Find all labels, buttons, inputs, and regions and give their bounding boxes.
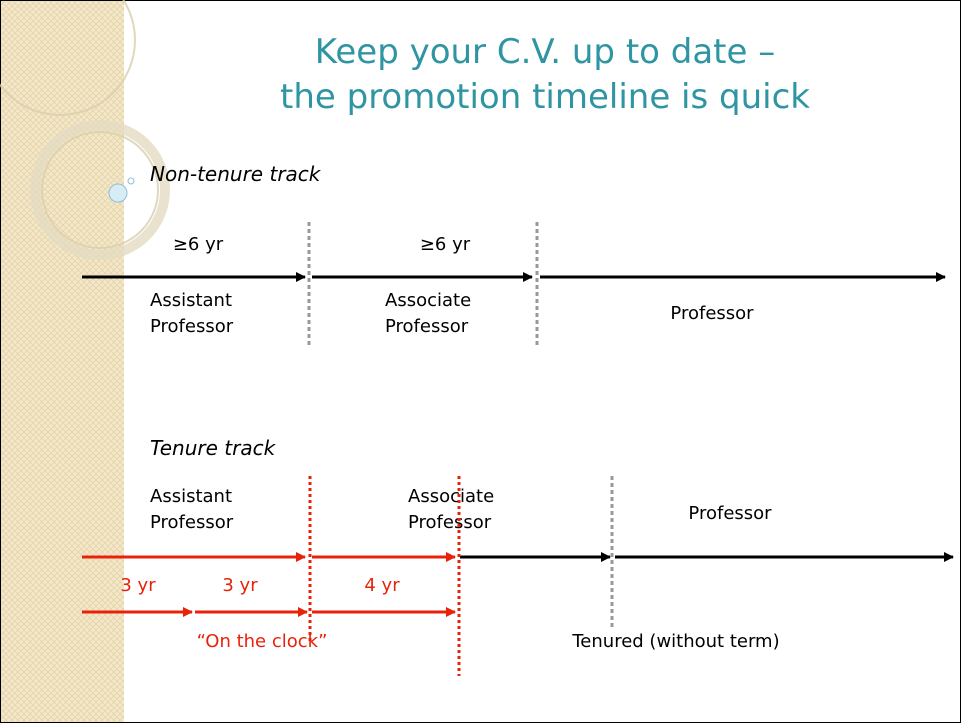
duration: 3 yr — [120, 575, 156, 596]
section-heading: Tenure track — [150, 436, 277, 460]
rank: Associate — [408, 486, 494, 507]
duration: 3 yr — [222, 575, 258, 596]
title-line: the promotion timeline is quick — [280, 77, 810, 117]
side-strip — [1, 1, 124, 722]
bullet-dot — [128, 178, 134, 184]
section-heading: Non-tenure track — [150, 162, 322, 186]
rank: Associate — [385, 290, 471, 311]
rank: Professor — [408, 512, 492, 533]
bullet — [109, 184, 127, 202]
rank: Professor — [150, 316, 234, 337]
rank: Professor — [670, 303, 754, 324]
duration: ≥6 yr — [420, 234, 471, 255]
duration: 4 yr — [364, 575, 400, 596]
clock-label: “On the clock” — [197, 631, 328, 652]
rank: Professor — [688, 503, 772, 524]
rank: Professor — [150, 512, 234, 533]
slide: Keep your C.V. up to date – the promotio… — [0, 0, 961, 723]
duration: ≥6 yr — [173, 234, 224, 255]
rank: Assistant — [150, 486, 232, 507]
title-line: Keep your C.V. up to date – — [315, 32, 775, 72]
tenured-label: Tenured (without term) — [571, 631, 779, 652]
rank: Professor — [385, 316, 469, 337]
rank: Assistant — [150, 290, 232, 311]
